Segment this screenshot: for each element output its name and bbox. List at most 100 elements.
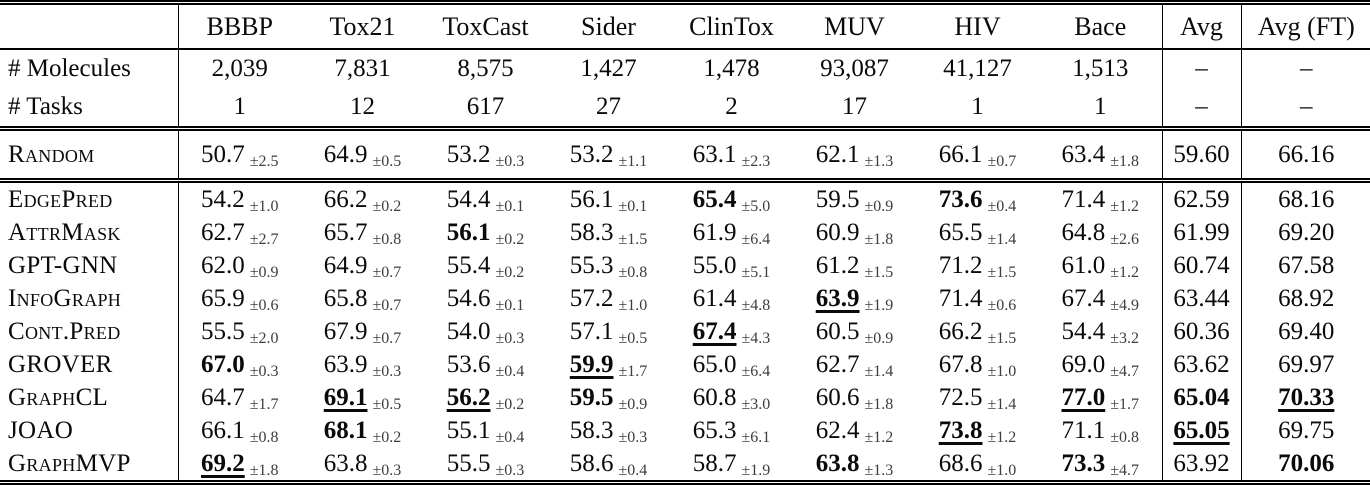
score-value: 65.4 <box>692 185 737 213</box>
stat-cell: 8,575 <box>424 49 547 88</box>
score-stddev: ±0.4 <box>495 362 525 380</box>
stat-cell: 1,427 <box>547 49 670 88</box>
score-stddev: ±3.2 <box>1110 329 1140 347</box>
stat-value: 27 <box>596 93 621 120</box>
column-header: Avg (FT) <box>1240 2 1370 50</box>
score-value: 67.8 <box>938 350 983 378</box>
score-stddev: ±0.4 <box>495 428 525 446</box>
score-stddev: ±1.8 <box>864 230 894 248</box>
stat-cell: 93,087 <box>793 49 916 88</box>
stat-avg-cell: – <box>1240 49 1370 88</box>
score-stddev: ±0.2 <box>495 395 525 413</box>
score-value: 56.1 <box>446 218 491 246</box>
score-stddev: ±0.5 <box>372 395 402 413</box>
score-value: 68.1 <box>323 416 368 444</box>
score-value: 62.7 <box>200 218 245 246</box>
score-value: 50.7 <box>200 140 245 168</box>
score-value: 73.8 <box>938 416 983 444</box>
score-value: 58.3 <box>569 218 614 246</box>
score-stddev: ±0.9 <box>249 263 279 281</box>
avg-ft-cell: 68.92 <box>1240 282 1370 315</box>
score-stddev: ±1.9 <box>741 461 771 479</box>
score-cell: 55.5 ±2.0 <box>178 315 301 348</box>
score-value: 57.2 <box>569 284 614 312</box>
score-stddev: ±2.3 <box>741 152 771 170</box>
score-value: 56.2 <box>446 383 491 411</box>
avg-cell: 63.44 <box>1161 282 1241 315</box>
score-value: 71.1 <box>1061 416 1106 444</box>
score-cell: 54.6 ±0.1 <box>424 282 547 315</box>
stat-value: 2 <box>725 93 738 120</box>
score-stddev: ±0.8 <box>618 263 648 281</box>
score-stddev: ±1.5 <box>987 263 1017 281</box>
score-cell: 71.1 ±0.8 <box>1039 414 1162 447</box>
score-cell: 68.6 ±1.0 <box>916 447 1039 483</box>
row-label: AttrMask <box>0 216 179 249</box>
score-cell: 63.8 ±1.3 <box>793 447 916 483</box>
score-cell: 66.2 ±1.5 <box>916 315 1039 348</box>
score-stddev: ±1.4 <box>987 230 1017 248</box>
score-stddev: ±0.4 <box>987 197 1017 215</box>
score-stddev: ±2.6 <box>1110 230 1140 248</box>
stat-value: 17 <box>842 93 867 120</box>
score-cell: 69.2 ±1.8 <box>178 447 301 483</box>
score-stddev: ±4.7 <box>1110 362 1140 380</box>
row-label: EdgePred <box>0 178 179 216</box>
score-stddev: ±1.7 <box>1110 395 1140 413</box>
score-value: 63.44 <box>1173 284 1230 312</box>
score-stddev: ±2.5 <box>249 152 279 170</box>
avg-cell: 65.05 <box>1161 414 1241 447</box>
score-cell: 67.9 ±0.7 <box>301 315 424 348</box>
score-cell: 66.1 ±0.8 <box>178 414 301 447</box>
score-value: 63.8 <box>815 449 860 477</box>
score-value: 68.92 <box>1278 284 1335 312</box>
score-value: 65.3 <box>692 416 737 444</box>
score-cell: 65.0 ±6.4 <box>670 348 793 381</box>
stat-value: 12 <box>350 93 375 120</box>
stat-value: 93,087 <box>820 55 889 82</box>
row-label: GraphMVP <box>0 447 179 483</box>
score-cell: 55.3 ±0.8 <box>547 249 670 282</box>
score-value: 54.4 <box>446 185 491 213</box>
score-stddev: ±0.5 <box>372 152 402 170</box>
score-value: 55.5 <box>200 317 245 345</box>
score-cell: 55.4 ±0.2 <box>424 249 547 282</box>
score-value: 69.2 <box>200 449 245 477</box>
score-cell: 62.7 ±1.4 <box>793 348 916 381</box>
column-header: ToxCast <box>424 2 547 50</box>
score-cell: 73.6 ±0.4 <box>916 178 1039 216</box>
stat-value: 1,427 <box>580 55 637 82</box>
stat-avg-cell: – <box>1161 88 1241 129</box>
method-row: GROVER 67.0 ±0.3 63.9 ±0.3 53.6 ±0.4 59.9 ±1.7 65… <box>0 348 1370 381</box>
score-value: 59.5 <box>569 383 614 411</box>
score-cell: 67.0 ±0.3 <box>178 348 301 381</box>
column-header: ClinTox <box>670 2 793 50</box>
score-cell: 63.8 ±0.3 <box>301 447 424 483</box>
score-stddev: ±1.9 <box>864 296 894 314</box>
score-value: 59.9 <box>569 350 614 378</box>
score-cell: 57.2 ±1.0 <box>547 282 670 315</box>
score-stddev: ±0.4 <box>618 461 648 479</box>
row-label: InfoGraph <box>0 282 179 315</box>
score-stddev: ±0.1 <box>618 197 648 215</box>
score-stddev: ±1.2 <box>987 428 1017 446</box>
score-stddev: ±0.9 <box>864 329 894 347</box>
score-value: 65.04 <box>1173 383 1230 411</box>
row-label: Cont.Pred <box>0 315 179 348</box>
score-value: 66.2 <box>938 317 983 345</box>
score-cell: 65.4 ±5.0 <box>670 178 793 216</box>
score-stddev: ±0.7 <box>372 329 402 347</box>
score-stddev: ±4.7 <box>1110 461 1140 479</box>
score-stddev: ±1.5 <box>618 230 648 248</box>
score-value: 54.4 <box>1061 317 1106 345</box>
score-cell: 53.2 ±1.1 <box>547 126 670 181</box>
score-value: 73.6 <box>938 185 983 213</box>
score-value: 69.97 <box>1278 350 1335 378</box>
avg-ft-cell: 70.33 <box>1240 381 1370 414</box>
score-value: 65.7 <box>323 218 368 246</box>
score-cell: 62.7 ±2.7 <box>178 216 301 249</box>
score-stddev: ±6.1 <box>741 428 771 446</box>
avg-ft-cell: 70.06 <box>1240 447 1370 483</box>
score-value: 63.9 <box>815 284 860 312</box>
